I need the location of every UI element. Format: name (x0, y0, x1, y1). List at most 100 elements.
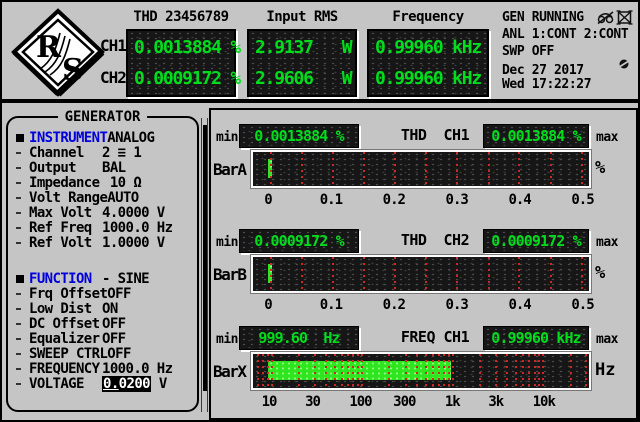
menu-item-ref-freq[interactable]: Ref Freq 1000.0 Hz (12, 219, 191, 236)
gridline (415, 354, 418, 388)
max-label: max (596, 130, 618, 145)
menu-item-value: 1.0000 V (102, 234, 165, 251)
menu-item-frequency[interactable]: FREQUENCY 1000.0 Hz (12, 360, 191, 377)
bar-unit-label: % (595, 263, 606, 283)
menu-section-gap (12, 250, 191, 271)
item-bullet (12, 212, 29, 214)
frequency-display: 0.99960 kHz 0.99960 kHz (367, 29, 489, 97)
generator-panel: GENERATOR INSTRUMENT ANALOG Channel 2 ≡ 1 Ou… (6, 109, 199, 412)
bargraph-barx: min 999.60 Hz FREQ CH1 0.99960 kHz max B… (211, 326, 636, 420)
max-value-display: 0.0013884 % (483, 124, 589, 148)
menu-item-label: Volt Range (29, 189, 108, 206)
axis-tick-label: 0 (264, 192, 273, 208)
gridline (325, 354, 328, 388)
min-value-display: 0.0013884 % (239, 124, 359, 148)
gridline (487, 152, 490, 186)
frequency-ch2-value: 0.99960 kHz (375, 68, 482, 89)
menu-item-function[interactable]: FUNCTION - SINE (12, 271, 191, 287)
busy-indicator-icon (619, 59, 629, 69)
axis-tick-label: 100 (349, 394, 372, 410)
menu-item-value: 1000.0 Hz (102, 219, 173, 236)
max-value: 0.99960 kHz (491, 329, 581, 347)
analyzer-status: ANL 1:CONT 2:CONT (502, 27, 629, 42)
bar-display-area (250, 254, 592, 294)
menu-item-impedance[interactable]: Impedance 10 Ω (12, 175, 191, 191)
menu-item-label: INSTRUMENT (29, 129, 108, 146)
item-bullet (12, 152, 29, 154)
gridline (443, 354, 446, 388)
menu-item-output[interactable]: Output BAL (12, 160, 191, 176)
edit-field-highlighted[interactable]: 0.0200 (102, 375, 151, 392)
bar-axis: 0 0.1 0.2 0.3 0.4 0.5 (251, 192, 594, 208)
channel-2-label: CH2 (100, 68, 127, 87)
gridline (437, 354, 440, 388)
time-label: Wed 17:22:27 (502, 77, 592, 92)
frequency-ch1-value: 0.99960 kHz (375, 37, 482, 58)
item-bullet (12, 242, 29, 244)
gridline (518, 152, 521, 186)
menu-item-label: Ref Freq (29, 219, 92, 236)
min-value: 0.0013884 % (254, 127, 344, 145)
gridline (269, 257, 272, 291)
bargraph-title: THD CH2 (400, 231, 470, 249)
menu-item-label: DC Offset (29, 315, 100, 332)
gridline (331, 152, 334, 186)
menu-item-value: OFF (102, 315, 126, 332)
menu-item-low-dist[interactable]: Low Dist ON (12, 301, 191, 317)
axis-tick-label: 0.2 (382, 297, 406, 313)
gridline (394, 152, 397, 186)
gridline (585, 354, 588, 388)
menu-item-value: 0.0200 V (102, 375, 167, 392)
menu-item-frq-offset[interactable]: Frq Offset OFF (12, 286, 191, 302)
bargraph-title: THD CH1 (400, 126, 470, 144)
menu-item-channel[interactable]: Channel 2 ≡ 1 (12, 144, 191, 161)
gridline (456, 152, 459, 186)
gridline (352, 354, 355, 388)
gridline (266, 354, 269, 388)
gridline (394, 257, 397, 291)
menu-item-instrument[interactable]: INSTRUMENT ANALOG (12, 129, 191, 146)
max-label: max (596, 332, 618, 347)
thd-ch1-value: 0.0013884 % (134, 37, 241, 58)
item-bullet (12, 338, 29, 340)
gridline (363, 257, 366, 291)
gridline (313, 354, 316, 388)
item-bullet (12, 293, 29, 295)
menu-item-dc-offset[interactable]: DC Offset OFF (12, 315, 191, 332)
gridline (447, 354, 450, 388)
bar-display-area (250, 351, 592, 391)
menu-item-volt-range[interactable]: Volt Range AUTO (12, 189, 191, 206)
bargraph-barb: min 0.0009172 % THD CH2 0.0009172 % max … (211, 229, 636, 325)
gridline (341, 354, 344, 388)
gridline (301, 152, 304, 186)
menu-item-value: 2 ≡ 1 (102, 144, 142, 161)
bar-name-label: BarA (213, 160, 247, 179)
min-label: min (216, 130, 238, 145)
gridline (522, 354, 525, 388)
bar-name-label: BarX (213, 362, 247, 381)
menu-item-label: FREQUENCY (29, 360, 100, 377)
bar-fill (267, 361, 451, 380)
gridline (357, 354, 360, 388)
menu-item-sweep-ctrl[interactable]: SWEEP CTRL OFF (12, 346, 191, 362)
axis-tick-label: 1k (444, 394, 461, 410)
axis-tick-label: 30 (305, 394, 321, 410)
max-label: max (596, 235, 618, 250)
gridline (479, 354, 482, 388)
menu-item-max-volt[interactable]: Max Volt 4.0000 V (12, 205, 191, 221)
gridline (456, 257, 459, 291)
menu-item-ref-volt[interactable]: Ref Volt 1.0000 V (12, 234, 191, 251)
menu-item-voltage[interactable]: VOLTAGE 0.0200 V (12, 375, 191, 392)
item-bullet (12, 197, 29, 199)
gridline (518, 257, 521, 291)
generator-scrollbar[interactable] (201, 118, 208, 412)
gridline (301, 257, 304, 291)
item-bullet (12, 353, 29, 355)
item-bullet (12, 308, 29, 310)
gridline (538, 354, 541, 388)
input-rms-ch2-value: 2.9606 W (255, 68, 353, 89)
scrollbar-thumb[interactable] (203, 125, 207, 391)
menu-item-equalizer[interactable]: Equalizer OFF (12, 331, 191, 347)
item-bullet (12, 368, 29, 370)
gridline (404, 354, 407, 388)
